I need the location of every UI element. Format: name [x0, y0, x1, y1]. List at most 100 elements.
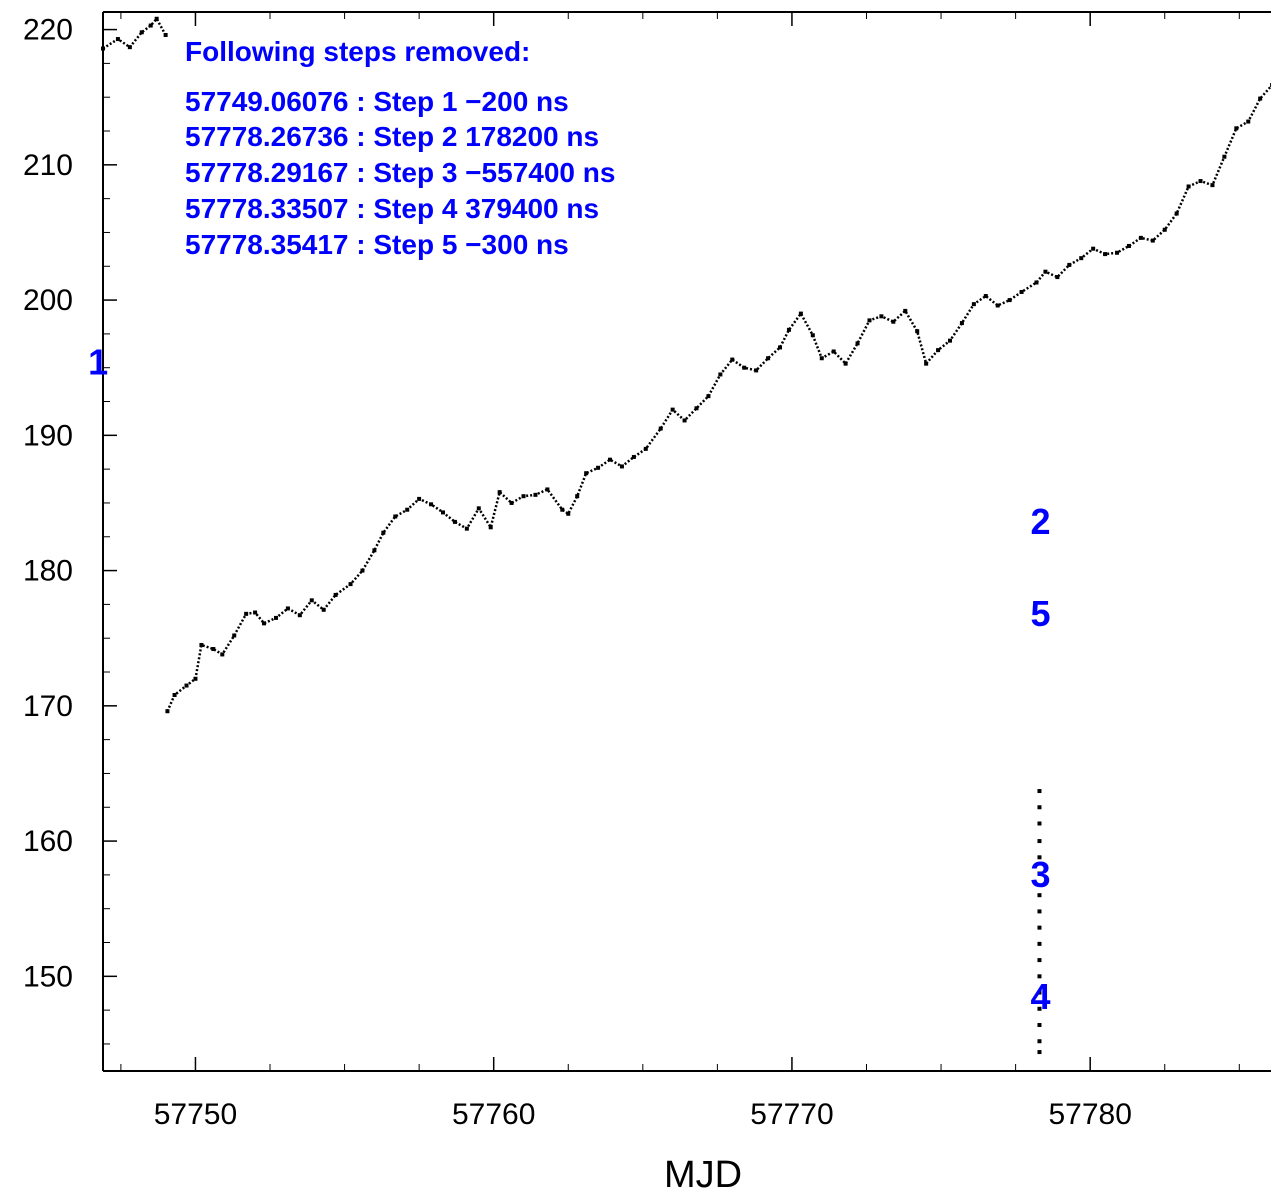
- data-point: [643, 446, 648, 451]
- data-point: [1034, 280, 1039, 285]
- data-point: [211, 647, 216, 652]
- y-tick-label: 160: [23, 825, 73, 858]
- data-point: [983, 294, 988, 299]
- data-point: [778, 345, 783, 350]
- annotation-line-1: 57749.06076 : Step 1 −200 ns: [185, 86, 569, 117]
- data-point: [658, 426, 663, 431]
- y-tick-label: 210: [23, 149, 73, 182]
- annotation-line-4: 57778.33507 : Step 4 379400 ns: [185, 193, 599, 224]
- annotation-layer: Following steps removed: 57749.06076 : S…: [88, 36, 1050, 1017]
- data-point: [631, 454, 636, 459]
- data-point: [232, 633, 237, 638]
- data-point: [730, 357, 735, 362]
- annotation-heading: Following steps removed:: [185, 36, 530, 67]
- data-point: [608, 457, 613, 462]
- step-marker-4: 4: [1031, 976, 1051, 1017]
- data-point: [1234, 126, 1239, 131]
- data-point: [262, 621, 267, 626]
- data-point: [915, 329, 920, 334]
- data-point: [1037, 893, 1042, 898]
- step-marker-3: 3: [1031, 854, 1051, 895]
- data-point: [560, 507, 565, 512]
- data-point: [1037, 925, 1042, 930]
- data-point: [584, 471, 589, 476]
- data-point: [1037, 839, 1042, 844]
- data-point: [333, 592, 338, 597]
- data-point: [891, 319, 896, 324]
- data-point: [1037, 821, 1042, 826]
- data-point: [360, 568, 365, 573]
- data-point: [575, 494, 580, 499]
- data-point: [706, 394, 711, 399]
- x-tick-label: 57780: [1048, 1098, 1131, 1131]
- y-tick-label: 220: [23, 14, 73, 47]
- data-point: [855, 341, 860, 346]
- axis-layer: 150 160 170 180 190 200 210 220 57750 57760 57770 5…: [23, 11, 1271, 1131]
- data-point: [1037, 855, 1042, 860]
- data-point: [1067, 262, 1072, 267]
- step-marker-1: 1: [88, 341, 108, 382]
- data-point: [831, 349, 836, 354]
- data-point: [488, 525, 493, 530]
- data-point: [199, 642, 204, 647]
- y-tick-label: 180: [23, 555, 73, 588]
- data-point: [452, 519, 457, 524]
- data-point: [381, 530, 386, 535]
- data-point: [786, 327, 791, 332]
- series-trace: [166, 84, 1271, 712]
- step-marker-5: 5: [1031, 593, 1051, 634]
- data-point: [1019, 289, 1024, 294]
- data-point: [798, 311, 803, 316]
- data-point: [1037, 909, 1042, 914]
- step-marker-2: 2: [1031, 501, 1051, 542]
- data-point: [1037, 1023, 1042, 1028]
- data-point: [1258, 96, 1263, 101]
- data-point: [742, 365, 747, 370]
- series-layer: [101, 16, 1271, 1055]
- y-tick-label: 170: [23, 690, 73, 723]
- x-axis-title: MJD: [664, 1154, 742, 1196]
- data-point: [1138, 235, 1143, 240]
- data-point: [1037, 1039, 1042, 1044]
- data-point: [1037, 1006, 1042, 1011]
- data-point: [924, 361, 929, 366]
- data-point: [1037, 805, 1042, 810]
- x-tick-label: 57760: [452, 1098, 535, 1131]
- data-point: [1007, 298, 1012, 303]
- data-point: [1174, 211, 1179, 216]
- data-point: [393, 514, 398, 519]
- data-point: [148, 23, 153, 28]
- data-point: [509, 500, 514, 505]
- data-point: [1037, 871, 1042, 876]
- series-trace: [102, 16, 167, 50]
- annotation-line-3: 57778.29167 : Step 3 −557400 ns: [185, 157, 615, 188]
- y-tick-label: 150: [23, 960, 73, 993]
- data-point: [372, 548, 377, 553]
- data-point: [694, 406, 699, 411]
- data-point: [139, 30, 144, 35]
- data-point: [566, 511, 571, 516]
- data-point: [995, 303, 1000, 308]
- data-point: [545, 487, 550, 492]
- data-point: [959, 321, 964, 326]
- annotation-line-5: 57778.35417 : Step 5 −300 ns: [185, 229, 569, 260]
- data-point: [1150, 238, 1155, 243]
- x-tick-label: 57770: [750, 1098, 833, 1131]
- annotation-line-2: 57778.26736 : Step 2 178200 ns: [185, 121, 599, 152]
- data-point: [766, 356, 771, 361]
- data-point: [1037, 941, 1042, 946]
- data-point: [1037, 990, 1042, 995]
- data-point: [1037, 789, 1042, 794]
- data-point: [1162, 227, 1167, 232]
- y-tick-label: 200: [23, 284, 73, 317]
- data-point: [154, 16, 159, 21]
- data-point: [843, 361, 848, 366]
- data-point: [1037, 1050, 1042, 1055]
- series-2: [1037, 789, 1042, 1055]
- data-point: [1037, 958, 1042, 963]
- data-point: [754, 368, 759, 373]
- x-tick-label: 57750: [154, 1098, 237, 1131]
- data-point: [1037, 974, 1042, 979]
- data-point: [1055, 275, 1060, 280]
